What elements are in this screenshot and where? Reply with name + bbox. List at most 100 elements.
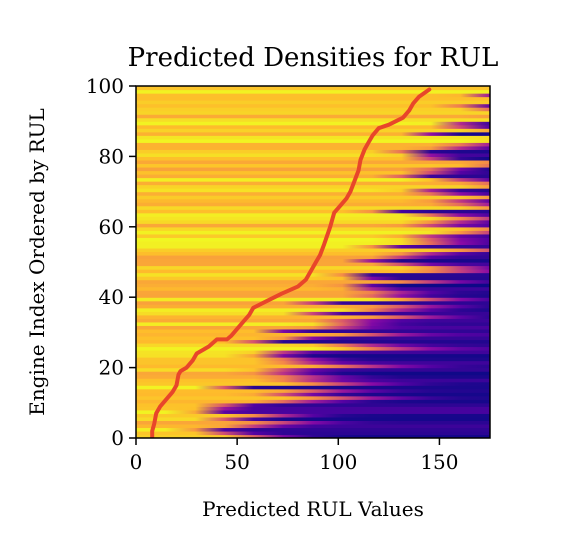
density-row	[136, 350, 490, 355]
density-row	[136, 240, 490, 245]
density-row	[136, 209, 490, 214]
density-row	[136, 300, 490, 305]
density-row	[136, 360, 490, 365]
density-row	[136, 156, 490, 161]
density-row	[136, 304, 490, 309]
density-row	[136, 131, 490, 136]
density-row	[136, 188, 490, 193]
density-row	[136, 272, 490, 277]
x-axis-label: Predicted RUL Values	[202, 497, 424, 521]
density-row	[136, 427, 490, 432]
density-row	[136, 195, 490, 200]
density-row	[136, 244, 490, 249]
density-row	[136, 395, 490, 400]
density-row	[136, 138, 490, 143]
density-row	[136, 399, 490, 404]
density-row	[136, 321, 490, 326]
density-row	[136, 434, 490, 438]
density-row	[136, 237, 490, 242]
density-row	[136, 342, 490, 348]
density-row	[136, 124, 490, 129]
density-row	[136, 371, 490, 376]
x-tick-label: 150	[420, 450, 458, 474]
y-tick-label: 20	[99, 356, 124, 380]
density-row	[136, 335, 490, 341]
density-row	[136, 177, 490, 182]
density-row	[136, 357, 490, 362]
density-row	[136, 103, 490, 108]
heatmap-rows	[136, 86, 490, 438]
density-row	[136, 293, 490, 298]
y-tick-label: 0	[111, 426, 124, 450]
density-row	[136, 128, 490, 133]
x-tick-label: 100	[319, 450, 357, 474]
density-row	[136, 93, 490, 98]
density-row	[136, 318, 490, 323]
density-row	[136, 202, 490, 207]
density-row	[136, 86, 490, 91]
y-axis-label: Engine Index Ordered by RUL	[25, 108, 49, 416]
density-row	[136, 110, 490, 115]
density-row	[136, 181, 490, 186]
density-row	[136, 258, 490, 263]
density-row	[136, 107, 490, 112]
x-axis-ticks: 0 50 100 150	[130, 438, 459, 474]
density-row	[136, 254, 490, 260]
density-row	[136, 174, 490, 179]
y-tick-label: 60	[99, 215, 124, 239]
density-row	[136, 276, 490, 281]
density-row	[136, 311, 490, 316]
density-row	[136, 402, 490, 407]
density-row	[136, 135, 490, 140]
density-row	[136, 416, 490, 421]
density-row	[136, 406, 490, 411]
density-row	[136, 413, 490, 418]
density-row	[136, 307, 490, 312]
density-row	[136, 233, 490, 238]
density-row	[136, 152, 490, 157]
density-row	[136, 314, 490, 319]
y-tick-label: 100	[86, 74, 124, 98]
heatmap-area	[136, 86, 490, 438]
density-row	[136, 100, 490, 105]
density-row	[136, 374, 490, 379]
density-row	[136, 430, 490, 436]
density-row	[136, 251, 490, 256]
density-row	[136, 286, 490, 291]
density-row	[136, 216, 490, 221]
density-row	[136, 325, 490, 330]
density-row	[136, 364, 490, 369]
density-row	[136, 205, 490, 210]
density-row	[136, 149, 490, 154]
density-row	[136, 332, 490, 337]
density-row	[136, 96, 490, 101]
chart-title: Predicted Densities for RUL	[128, 43, 499, 73]
density-row	[136, 170, 490, 175]
density-row	[136, 353, 490, 358]
density-row	[136, 223, 490, 228]
rul-line	[150, 87, 432, 438]
density-row	[136, 297, 490, 302]
density-row	[136, 328, 490, 333]
density-row	[136, 142, 490, 147]
density-row	[136, 346, 490, 351]
density-row	[136, 367, 490, 372]
y-tick-label: 80	[99, 144, 124, 168]
density-row	[136, 339, 490, 344]
density-row	[136, 212, 490, 217]
x-tick-label: 50	[224, 450, 249, 474]
density-row	[136, 388, 490, 393]
density-row	[136, 145, 490, 150]
density-row	[136, 420, 490, 425]
density-row	[136, 166, 490, 172]
density-row	[136, 392, 490, 397]
density-row	[136, 226, 490, 231]
density-row	[136, 378, 490, 383]
density-row	[136, 159, 490, 165]
density-row	[136, 163, 490, 168]
density-row	[136, 114, 490, 119]
density-row	[136, 247, 490, 253]
density-row	[136, 117, 490, 122]
density-row	[136, 385, 490, 390]
